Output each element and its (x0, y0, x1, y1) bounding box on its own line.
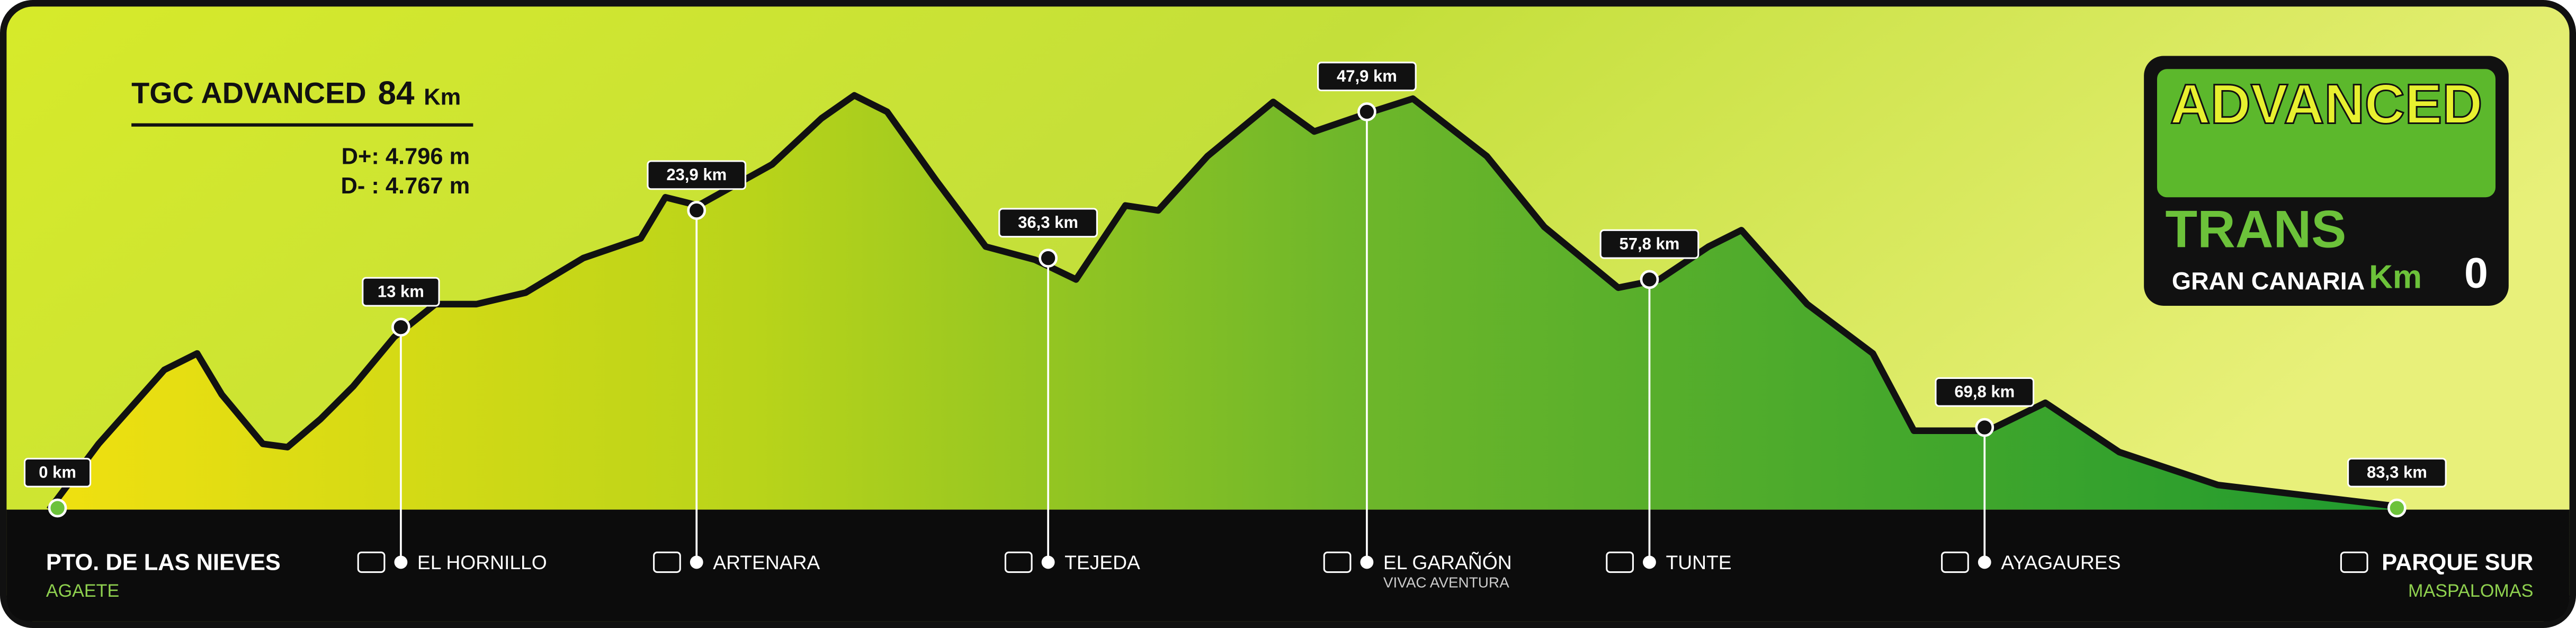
elevation-gain: D+: 4.796 m (342, 144, 470, 169)
checkpoint-marker (48, 498, 67, 518)
checkpoint-marker (2387, 498, 2407, 518)
checkpoint-dot (1041, 555, 1055, 569)
checkpoint-sub: MASPALOMAS (2408, 581, 2533, 601)
logo-zero: 0 (2464, 249, 2488, 297)
profile-area (49, 95, 2397, 510)
checkpoint-dot (394, 555, 408, 569)
checkpoint-name: TEJEDA (1065, 551, 1140, 573)
checkpoint-dot (1978, 555, 1991, 569)
race-title: TGC ADVANCED (131, 76, 366, 110)
checkpoint-dot (1643, 555, 1656, 569)
aid-icon (653, 551, 681, 573)
logo-km: Km (2369, 259, 2422, 296)
checkpoint-marker (687, 201, 706, 220)
km-label: 47,9 km (1337, 67, 1397, 85)
km-label: 83,3 km (2367, 463, 2427, 482)
aid-icon (2340, 551, 2368, 573)
checkpoint-name: PTO. DE LAS NIEVES (46, 550, 281, 575)
km-tag (362, 277, 440, 307)
km-label: 36,3 km (1018, 213, 1078, 232)
checkpoint-marker (1640, 270, 1659, 289)
km-tag (2347, 457, 2447, 488)
checkpoint-name: EL HORNILLO (417, 551, 547, 573)
profile-line (47, 92, 2398, 512)
checkpoint-name: EL GARAÑÓN (1383, 551, 1512, 573)
aid-icon (1004, 551, 1033, 573)
logo-title: ADVANCED (2170, 74, 2483, 136)
logo-brand: TRANS (2165, 200, 2346, 259)
km-label: 13 km (378, 282, 424, 300)
km-tag (998, 208, 1098, 238)
km-tag (1599, 229, 1700, 259)
aid-icon (1941, 551, 1969, 573)
km-label: 23,9 km (666, 165, 727, 184)
checkpoint-name: PARQUE SUR (2382, 550, 2533, 575)
checkpoint-dot (690, 555, 703, 569)
checkpoint-marker (1975, 418, 1994, 437)
km-label: 69,8 km (1954, 383, 2015, 401)
km-label: 0 km (39, 463, 76, 482)
checkpoint-sub: VIVAC AVENTURA (1383, 574, 1509, 591)
checkpoint-marker (391, 317, 410, 337)
checkpoint-marker (1357, 102, 1376, 121)
logo-region: GRAN CANARIA (2172, 267, 2365, 295)
elevation-loss: D- : 4.767 m (341, 173, 470, 199)
race-distance: 84 (378, 75, 414, 111)
km-tag (647, 160, 747, 190)
km-tag (1317, 61, 1417, 92)
km-tag (23, 457, 92, 488)
aid-icon (1606, 551, 1634, 573)
checkpoint-dot (1360, 555, 1374, 569)
distance-unit: Km (424, 85, 461, 110)
bottom-band (6, 509, 2570, 622)
checkpoint-name: AYAGAURES (2001, 551, 2121, 573)
checkpoint-name: TUNTE (1666, 551, 1731, 573)
checkpoint-marker (1039, 249, 1058, 268)
checkpoint-name: ARTENARA (713, 551, 820, 573)
checkpoint-sub: AGAETE (46, 581, 119, 601)
aid-icon (357, 551, 386, 573)
aid-icon (1323, 551, 1352, 573)
logo: ADVANCED TRANS GRAN CANARIA Km 0 (2144, 56, 2509, 306)
km-tag (1935, 377, 2035, 407)
km-label: 57,8 km (1620, 234, 1680, 253)
